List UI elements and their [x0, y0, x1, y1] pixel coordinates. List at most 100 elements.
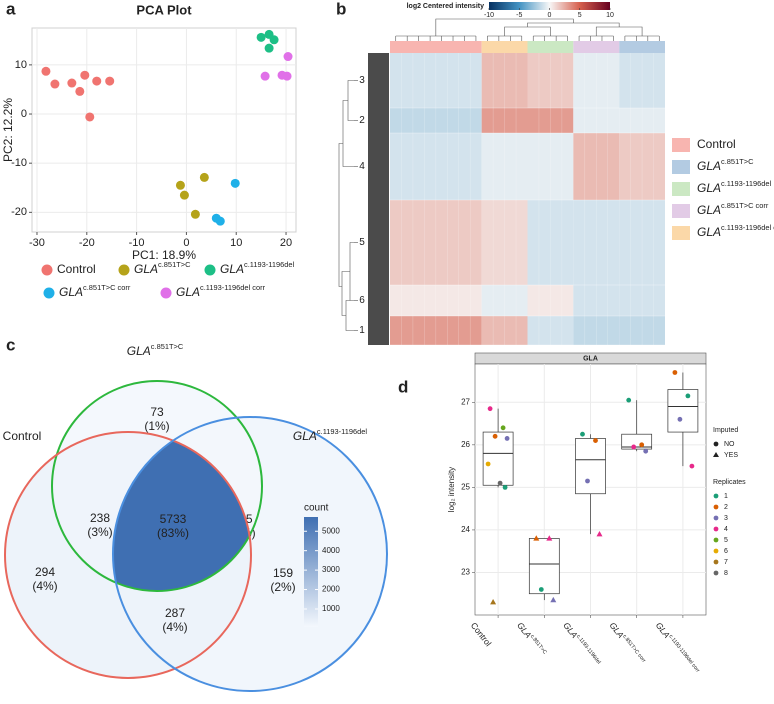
- heatmap-cell: [573, 285, 620, 316]
- point-imputed: [490, 599, 497, 605]
- annotation-cell: [390, 41, 482, 53]
- panel-letter: a: [6, 0, 16, 18]
- point: [269, 35, 279, 45]
- gene-name: GLA: [59, 285, 83, 299]
- gene-name: GLA: [127, 344, 151, 358]
- legend-swatch: [160, 287, 172, 299]
- point: [631, 444, 637, 450]
- panel-letter: c: [6, 335, 15, 354]
- x-tick-label: -20: [79, 237, 95, 249]
- point-imputed: [546, 535, 553, 541]
- heatmap-cell: [527, 53, 574, 108]
- y-tick-label: 10: [15, 59, 27, 71]
- row-cluster-label: 4: [359, 161, 365, 172]
- region-count: 5733: [160, 512, 187, 526]
- chart-title: PCA Plot: [136, 2, 192, 17]
- facet-label: GLA: [583, 355, 598, 362]
- point: [179, 190, 189, 200]
- heatmap-cell: [573, 108, 620, 133]
- legend-swatch: [713, 493, 719, 499]
- point: [260, 71, 270, 81]
- annotation-cell: [573, 41, 620, 53]
- legend-label: GLAc.1193-1196del: [697, 179, 772, 195]
- legend-swatch: [672, 204, 690, 218]
- point: [487, 406, 493, 412]
- x-tick-label: 10: [230, 237, 242, 249]
- y-tick-label: 26: [461, 440, 470, 449]
- colorbar-tick-label: 3000: [322, 565, 340, 574]
- heatmap-cell: [573, 316, 620, 345]
- x-tick-label: GLAc.1193-1196del corr: [654, 620, 701, 676]
- legend-label: YES: [724, 452, 738, 459]
- set-label: GLAc.1193-1196del: [293, 427, 368, 443]
- heatmap-cell: [390, 200, 482, 285]
- y-tick-label: 25: [461, 482, 470, 491]
- variant-superscript: c.851T>C corr: [721, 201, 769, 210]
- set-label: GLAc.851T>C: [127, 342, 184, 358]
- legend-label: 7: [724, 559, 728, 566]
- y-tick-label: 24: [461, 525, 470, 534]
- heatmap-cell: [481, 285, 528, 316]
- legend-label: GLAc.851T>C corr: [697, 201, 769, 217]
- variant-superscript: c.851T>C: [151, 342, 184, 351]
- region-percent: (83%): [157, 526, 189, 540]
- legend-label: 5: [724, 537, 728, 544]
- legend-swatch: [713, 515, 719, 521]
- legend-swatch: [672, 226, 690, 240]
- point: [215, 216, 225, 226]
- point: [626, 397, 632, 403]
- point: [538, 587, 544, 592]
- box: [575, 438, 606, 495]
- point: [256, 32, 266, 42]
- heatmap-cell: [619, 316, 665, 345]
- legend-swatch: [204, 264, 216, 276]
- set-label: Control: [3, 429, 42, 443]
- point: [199, 172, 209, 182]
- panel-letter: d: [398, 377, 408, 396]
- region-count: 73: [150, 405, 164, 419]
- heatmap-cell: [527, 133, 574, 200]
- legend-label: 4: [724, 526, 728, 533]
- gene-name: GLA: [697, 159, 721, 173]
- legend-label: 2: [724, 504, 728, 511]
- dendrogram: [338, 80, 354, 331]
- region-percent: (2%): [270, 580, 295, 594]
- y-tick-label: -10: [11, 157, 27, 169]
- heatmap-cell: [619, 285, 665, 316]
- variant-superscript: c.851T>C: [528, 634, 547, 656]
- variant-superscript: c.851T>C corr: [621, 634, 647, 664]
- legend-title: count: [304, 503, 329, 514]
- colorbar-title: log2 Centered intensity: [407, 3, 485, 10]
- variant-superscript: c.1193-1196del corr: [721, 223, 774, 232]
- variant-superscript: c.1193-1196del corr: [667, 634, 700, 674]
- heatmap-cell: [481, 53, 528, 108]
- point: [67, 78, 77, 88]
- heatmap-cell: [481, 316, 528, 345]
- variant-superscript: c.1193-1196del corr: [200, 283, 266, 292]
- point: [585, 478, 590, 484]
- dendrogram: [595, 26, 643, 31]
- legend-label: 3: [724, 515, 728, 522]
- legend-label: GLAc.1193-1196del corr: [697, 223, 774, 239]
- region-count: 287: [165, 606, 185, 620]
- colorbar-tick-label: 5: [578, 12, 582, 19]
- legend-label: GLAc.851T>C: [134, 260, 191, 276]
- x-tick-label: GLAc.1193-1196del: [561, 620, 601, 668]
- point: [643, 448, 649, 454]
- legend-label: 8: [724, 570, 728, 577]
- y-tick-label: -20: [11, 206, 27, 218]
- point: [497, 480, 503, 486]
- variant-superscript: c.851T>C: [158, 260, 191, 269]
- legend-swatch: [713, 537, 719, 543]
- point: [50, 79, 60, 89]
- x-tick-label: 20: [280, 237, 292, 249]
- legend-swatch: [713, 548, 719, 554]
- legend-swatch: [713, 570, 719, 576]
- gene-name: GLA: [697, 225, 721, 239]
- heatmap-cell: [481, 133, 528, 200]
- legend-swatch: [713, 441, 719, 447]
- legend-label: GLAc.1193-1196del: [220, 260, 295, 276]
- x-axis-label: PC1: 18.9%: [132, 248, 196, 262]
- point: [283, 52, 293, 62]
